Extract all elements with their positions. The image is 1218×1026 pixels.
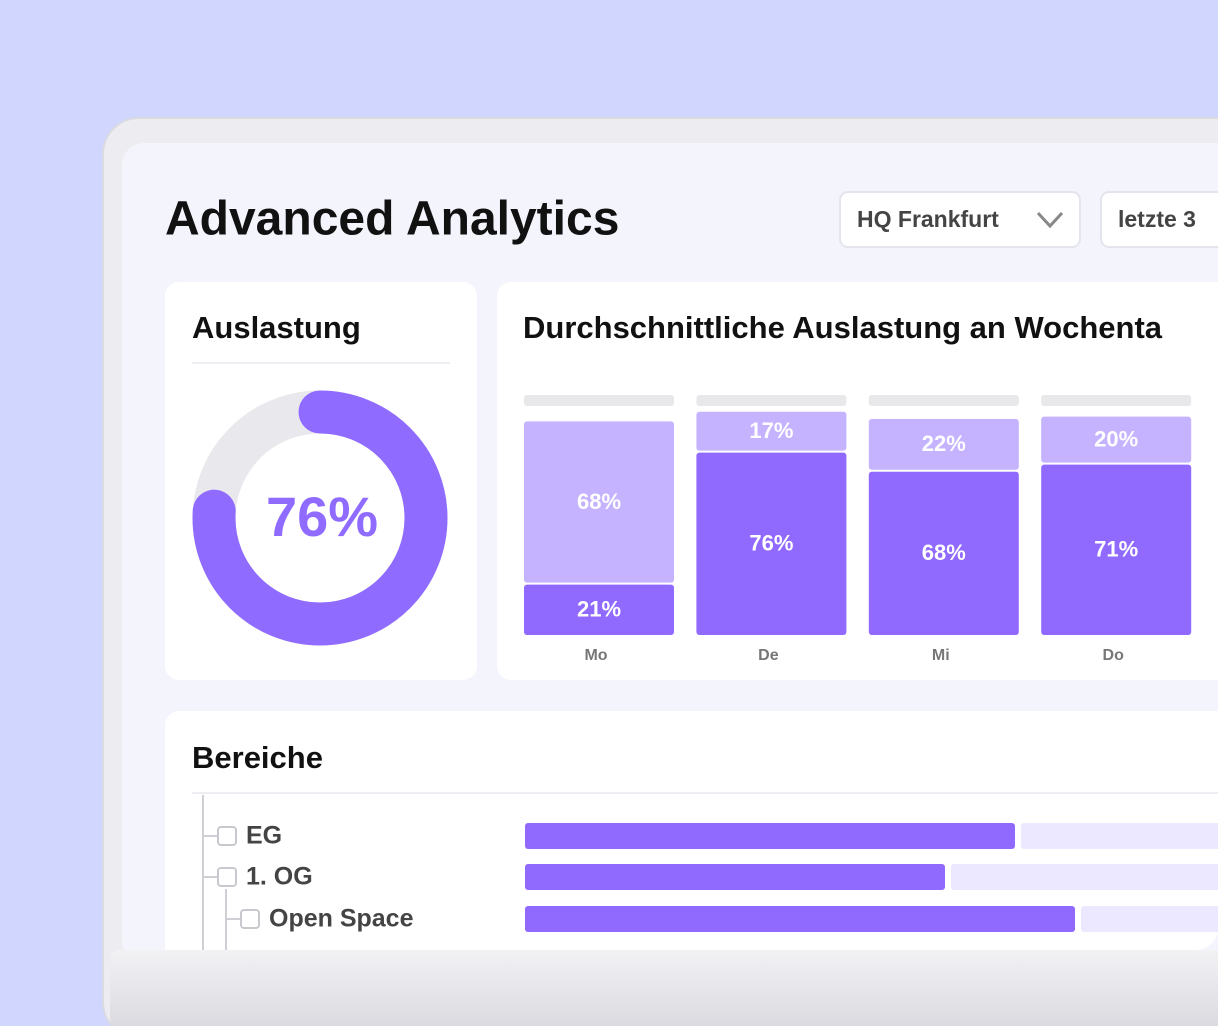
dropdown-label: letzte 3 [1118,206,1196,232]
screen-content: Advanced Analytics HQ Frankfurt letzte 3… [165,191,1218,950]
period-dropdown[interactable] [1100,191,1218,248]
area-label: Open Space [269,905,414,933]
bar-remainder [1041,395,1192,406]
bar-segment [696,411,847,451]
bar-segment [1041,464,1192,635]
bar-track [951,864,1218,890]
card-title: Durchschnittliche Auslastung an Wochenta [523,310,1163,345]
bar-remainder [868,395,1019,406]
area-bar [525,906,1075,932]
area-bar [525,864,945,890]
bar-track [1081,906,1218,932]
bar-value-label: 76% [749,531,793,556]
x-tick-label: De [758,647,779,664]
dropdown-label: HQ Frankfurt [857,206,999,232]
chevron [1036,211,1064,229]
area-label: EG [246,822,282,850]
bar-segment [696,452,847,635]
bar-value-label: 68% [577,489,621,514]
bar-segment [524,421,674,583]
x-tick-label: Mo [584,647,607,664]
laptop-base [110,950,1218,1026]
bar-segment [868,471,1019,635]
card-title: Auslastung [192,310,361,345]
x-tick-label: Mi [932,647,950,664]
bar-segment [1041,416,1192,463]
bar-value-label: 17% [749,418,793,443]
bar-value-label: 71% [1094,537,1138,562]
page-title: Advanced Analytics [165,193,619,246]
areas-card [165,711,1218,950]
bar-value-label: 21% [577,597,621,622]
bar-remainder [524,395,674,406]
bar-track [1021,823,1218,849]
bar-segment [524,584,674,635]
area-label: 1. OG [246,863,313,891]
bar-remainder [696,395,847,406]
bar-value-label: 22% [922,431,966,456]
bar-value-label: 68% [922,540,966,565]
bar-value-label: 20% [1094,426,1138,451]
expand-toggle[interactable] [217,867,237,887]
location-dropdown[interactable] [839,191,1081,248]
bar-segment [868,419,1019,470]
expand-toggle[interactable] [217,826,237,846]
area-bar [525,823,1015,849]
x-tick-label: Do [1103,647,1125,664]
expand-toggle[interactable] [240,909,260,929]
donut-arc [192,390,448,646]
donut-label: 76% [266,485,378,548]
card-title: Bereiche [192,740,323,775]
